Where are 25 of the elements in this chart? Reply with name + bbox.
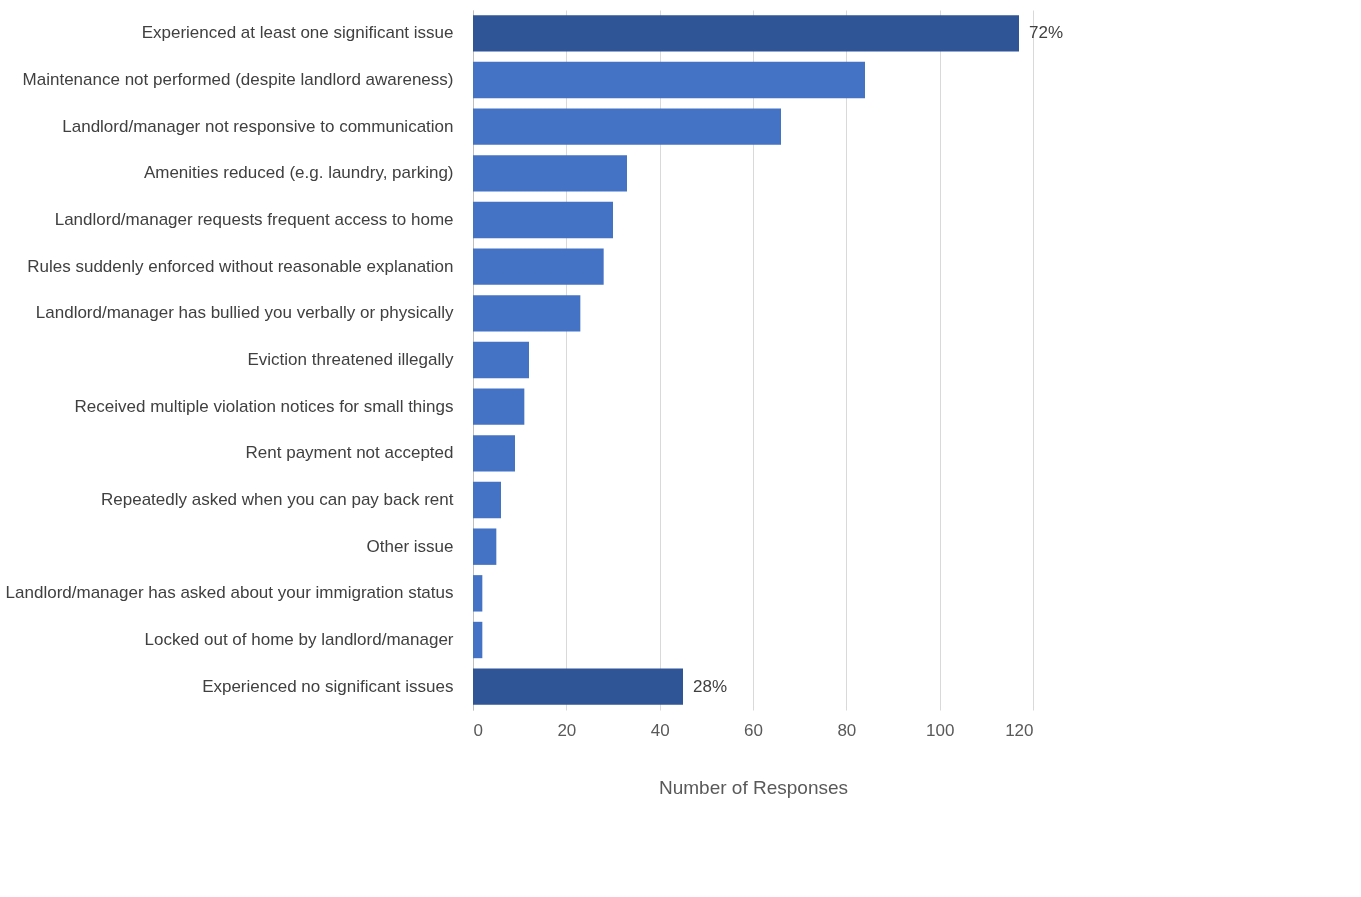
x-tick-label: 0 xyxy=(473,720,483,740)
y-tick-label: Received multiple violation notices for small things xyxy=(74,396,454,416)
annotation: 72% xyxy=(1029,23,1064,43)
y-tick-label: Locked out of home by landlord/manager xyxy=(144,630,454,649)
x-tick-label: 40 xyxy=(650,720,670,740)
y-tick-label: Other issue xyxy=(366,536,454,556)
x-tick-label: 100 xyxy=(925,720,955,740)
y-tick-label: Amenities reduced (e.g. laundry, parking) xyxy=(143,163,454,183)
x-tick-label: 120 xyxy=(1005,720,1034,740)
y-tick-label: Repeatedly asked when you can pay back rent xyxy=(100,490,454,509)
y-tick-label: Eviction threatened illegally xyxy=(247,350,454,369)
y-tick-label: Experienced no significant issues xyxy=(202,676,454,696)
y-tick-label: Landlord/manager has asked about your immigration status xyxy=(5,583,454,603)
x-tick-label: 80 xyxy=(837,720,857,740)
x-axis-title: Number of Responses xyxy=(658,776,849,798)
y-tick-label: Rules suddenly enforced without reasonable explanation xyxy=(27,256,454,276)
x-tick-label: 60 xyxy=(744,720,763,740)
annotation: 28% xyxy=(693,676,728,696)
x-tick-label: 20 xyxy=(557,720,577,740)
y-tick-label: Maintenance not performed (despite landlord awareness) xyxy=(22,70,454,89)
y-tick-label: Landlord/manager requests frequent access to home xyxy=(54,210,454,229)
y-tick-label: Landlord/manager not responsive to communication xyxy=(62,116,454,136)
y-tick-label: Landlord/manager has bullied you verbally or physically xyxy=(35,303,454,323)
y-tick-label: Rent payment not accepted xyxy=(245,443,454,463)
y-tick-label: Experienced at least one significant issue xyxy=(141,23,454,43)
